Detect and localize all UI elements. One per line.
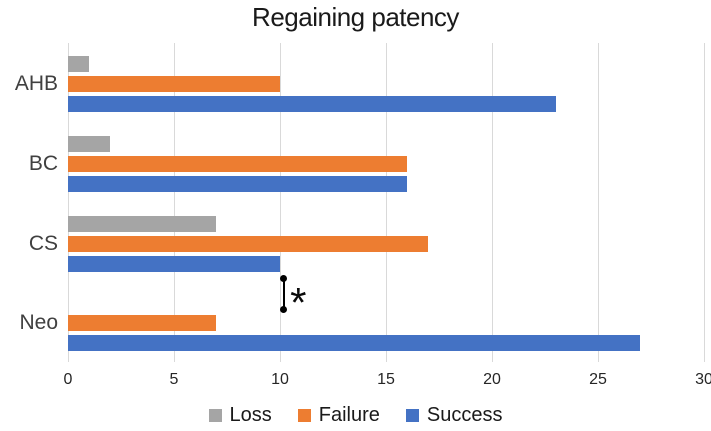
legend-swatch-success <box>405 408 419 422</box>
significance-dot-top <box>280 275 288 282</box>
bar-bc-loss <box>68 135 111 152</box>
legend-item-success: Success <box>405 403 503 427</box>
plot-area: * <box>68 43 705 362</box>
bar-bc-success <box>68 175 408 192</box>
chart-title: Regaining patency <box>252 2 459 32</box>
significance-dot-bottom <box>280 305 288 313</box>
bar-cs-loss <box>68 215 217 232</box>
category-label-ahb: AHB <box>14 72 58 95</box>
x-tick-label-25: 25 <box>589 371 607 388</box>
legend-item-failure: Failure <box>297 403 380 427</box>
x-tick-label-5: 5 <box>169 371 179 388</box>
category-label-bc: BC <box>28 151 58 175</box>
legend-swatch-failure <box>297 408 311 422</box>
gridline-x-15 <box>386 43 387 362</box>
legend-label-loss: Loss <box>229 403 272 426</box>
x-tick-label-15: 15 <box>377 371 395 388</box>
x-tick-label-30: 30 <box>695 371 711 388</box>
x-tick-label-20: 20 <box>483 371 501 388</box>
bar-ahb-failure <box>68 76 280 92</box>
gridline-x-30 <box>704 43 705 362</box>
legend: Loss Failure Success <box>0 401 711 429</box>
legend-label-failure: Failure <box>318 403 380 426</box>
legend-swatch-loss <box>208 408 222 422</box>
category-label-cs: CS <box>28 231 58 255</box>
bar-ahb-loss <box>68 56 90 72</box>
bar-cs-success <box>68 255 280 272</box>
gridline-x-5 <box>174 43 175 362</box>
legend-item-loss: Loss <box>208 403 272 427</box>
significance-asterisk: * <box>290 278 307 326</box>
bar-cs-failure <box>68 235 429 252</box>
bar-neo-failure <box>68 315 217 332</box>
category-label-neo: Neo <box>19 311 58 335</box>
bar-bc-failure <box>68 155 408 172</box>
bar-neo-success <box>68 335 641 352</box>
bar-ahb-success <box>68 96 556 112</box>
gridline-x-25 <box>598 43 599 362</box>
x-tick-label-10: 10 <box>271 371 289 388</box>
gridline-x-10 <box>280 43 281 362</box>
x-tick-label-0: 0 <box>63 371 73 388</box>
significance-line <box>283 278 285 310</box>
gridline-x-0 <box>68 43 69 362</box>
legend-label-success: Success <box>426 403 503 426</box>
gridline-x-20 <box>492 43 493 362</box>
